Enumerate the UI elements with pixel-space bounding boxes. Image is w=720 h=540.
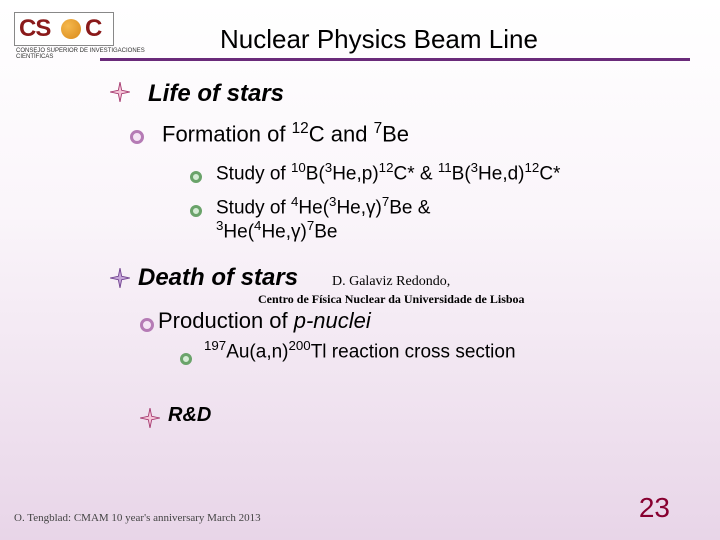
- study-line-2a: Study of 4He(3He,γ)7Be &: [216, 194, 430, 219]
- life-of-stars-heading: Life of stars: [148, 80, 284, 108]
- star-bullet-icon: [110, 82, 130, 102]
- star-bullet-icon: [110, 268, 130, 288]
- formation-line: Formation of 12C and 7Be: [162, 120, 409, 147]
- star-bullet-icon: [140, 408, 160, 428]
- footer-text: O. Tengblad: CMAM 10 year's anniversary …: [14, 512, 261, 524]
- production-line: Production of p-nuclei: [158, 308, 371, 334]
- study-line-1: Study of 10B(3He,p)12C* & 11B(3He,d)12C*: [216, 160, 560, 185]
- rd-heading: R&D: [168, 404, 211, 427]
- ring-small-bullet-icon: [190, 168, 202, 186]
- page-number: 23: [639, 492, 670, 524]
- study-line-2b: 3He(4He,γ)7Be: [216, 218, 338, 243]
- ring-bullet-icon: [140, 316, 154, 334]
- au-reaction-line: 197Au(a,n)200Tl reaction cross section: [204, 338, 516, 363]
- author-name: D. Galaviz Redondo,: [332, 274, 450, 290]
- csic-logo: CS C CONSEJO SUPERIOR DE INVESTIGACIONES…: [14, 12, 164, 56]
- ring-small-bullet-icon: [180, 350, 192, 368]
- ring-small-bullet-icon: [190, 202, 202, 220]
- ring-bullet-icon: [130, 128, 144, 146]
- title-underline: [100, 58, 690, 61]
- slide-title: Nuclear Physics Beam Line: [220, 24, 538, 55]
- institution: Centro de Física Nuclear da Universidade…: [258, 292, 525, 307]
- death-of-stars-heading: Death of stars: [138, 264, 298, 292]
